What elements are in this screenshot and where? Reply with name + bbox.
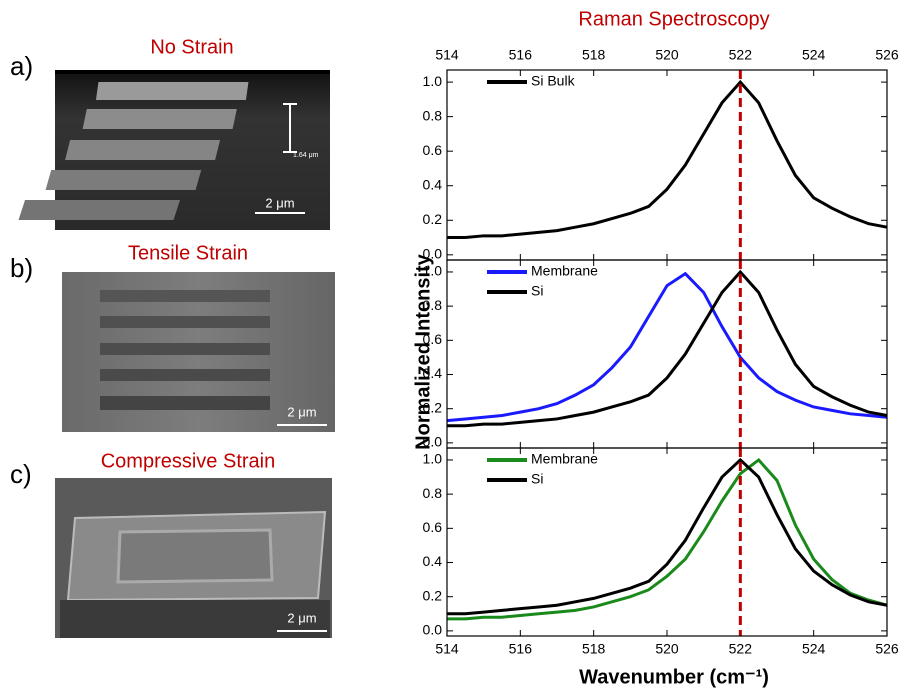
y-tick-label: 1.0 xyxy=(423,263,443,279)
data-line xyxy=(447,457,888,616)
y-tick-label: 0.6 xyxy=(423,331,443,347)
plot-frame xyxy=(446,69,888,261)
panel-title: Compressive Strain xyxy=(101,450,276,472)
y-tick-label: 0.2 xyxy=(423,587,443,603)
y-tick-label: 1.0 xyxy=(423,73,443,89)
x-tick-label: 514 xyxy=(435,641,459,657)
y-tick-label: 0.0 xyxy=(423,434,443,450)
panel-label: c) xyxy=(10,459,32,489)
height-label: 1.64 μm xyxy=(293,152,319,159)
data-line xyxy=(447,79,888,240)
y-tick-label: 0.4 xyxy=(423,553,443,569)
y-tick-label: 0.2 xyxy=(423,399,443,415)
x-tick-label: 520 xyxy=(655,641,679,657)
data-line xyxy=(446,271,888,423)
y-tick-label: 0.6 xyxy=(423,142,443,158)
x-tick-label: 514 xyxy=(435,47,459,63)
x-tick-label: 518 xyxy=(582,47,606,63)
x-tick-label: 520 xyxy=(655,47,679,63)
y-tick-label: 0.4 xyxy=(423,365,443,381)
sem-image xyxy=(62,272,335,432)
y-axis-label: Normalized Intensity xyxy=(412,253,434,449)
legend-label: Membrane xyxy=(531,451,598,467)
plot-frame xyxy=(446,447,888,637)
legend-label: Si xyxy=(531,283,543,299)
x-tick-label: 516 xyxy=(509,47,533,63)
legend-label: Membrane xyxy=(531,263,598,279)
y-tick-label: 0.6 xyxy=(423,519,443,535)
y-tick-label: 0.8 xyxy=(423,107,443,123)
data-line xyxy=(447,269,888,428)
y-tick-label: 0.8 xyxy=(423,297,443,313)
panel-title: No Strain xyxy=(150,36,233,58)
y-tick-label: 0.0 xyxy=(423,622,443,638)
x-axis-label: Wavenumber (cm⁻¹) xyxy=(579,666,769,688)
x-tick-label: 524 xyxy=(802,47,826,63)
x-tick-label: 526 xyxy=(875,47,899,63)
scale-bar-label: 2 μm xyxy=(287,610,316,625)
data-line xyxy=(447,457,888,621)
legend-label: Si Bulk xyxy=(531,73,576,89)
y-tick-label: 0.8 xyxy=(423,485,443,501)
legend-label: Si xyxy=(531,471,543,487)
x-tick-label: 524 xyxy=(802,641,826,657)
scale-bar-label: 2 μm xyxy=(287,404,316,419)
scale-bar-label: 2 μm xyxy=(265,195,294,210)
panel-label: b) xyxy=(10,253,33,283)
chart-title: Raman Spectroscopy xyxy=(578,8,769,30)
x-tick-label: 516 xyxy=(509,641,533,657)
y-tick-label: 0.4 xyxy=(423,176,443,192)
panel-label: a) xyxy=(10,51,33,81)
sem-image xyxy=(18,70,330,230)
y-tick-label: 0.0 xyxy=(423,246,443,262)
x-tick-label: 518 xyxy=(582,641,606,657)
y-tick-label: 0.2 xyxy=(423,211,443,227)
y-tick-label: 1.0 xyxy=(423,451,443,467)
x-tick-label: 522 xyxy=(729,47,753,63)
x-tick-label: 522 xyxy=(729,641,753,657)
panel-title: Tensile Strain xyxy=(128,242,248,264)
x-tick-label: 526 xyxy=(875,641,899,657)
sem-image xyxy=(55,478,332,638)
